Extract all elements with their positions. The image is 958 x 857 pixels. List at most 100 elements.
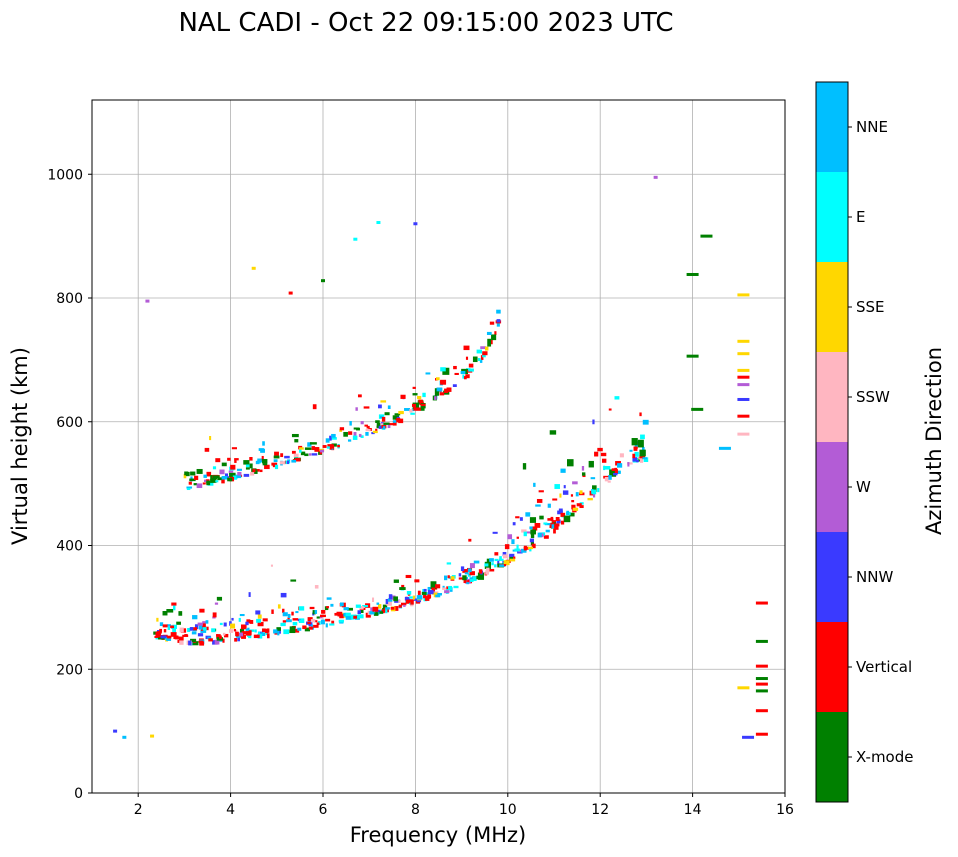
echo-point (401, 602, 407, 606)
echo-point (436, 387, 443, 392)
echo-point (214, 639, 220, 645)
echo-point (166, 609, 174, 613)
echo-point (259, 469, 263, 473)
echo-point (520, 548, 527, 553)
echo-point (255, 610, 261, 615)
echo-point (570, 494, 574, 497)
echo-point (382, 604, 388, 609)
echo-point (314, 610, 318, 614)
echo-point (533, 482, 536, 487)
echo-point (534, 522, 541, 528)
echo-point (604, 466, 611, 470)
echo-point (539, 515, 544, 520)
echo-point (394, 606, 399, 611)
echo-point (472, 576, 477, 582)
echo-point (262, 618, 268, 622)
echo-point (293, 453, 299, 458)
echo-point (516, 544, 519, 550)
echo-point (339, 429, 343, 432)
echo-point (411, 403, 417, 407)
echo-point (351, 617, 354, 620)
echo-point (325, 618, 331, 622)
echo-point (410, 412, 415, 415)
echo-point (343, 612, 346, 617)
echo-point (172, 624, 177, 629)
echo-point (345, 616, 352, 620)
echo-point (639, 455, 646, 459)
echo-point (260, 632, 266, 636)
echo-point (239, 614, 245, 617)
echo-point (200, 623, 206, 628)
echo-point (358, 433, 362, 437)
colorbar-label: W (856, 478, 871, 496)
echo-point (556, 519, 561, 524)
echo-point (737, 432, 750, 436)
echo-point (173, 605, 176, 611)
echo-point (271, 462, 278, 466)
echo-point (355, 604, 361, 608)
echo-point (307, 622, 312, 625)
echo-point (425, 596, 430, 601)
echo-point (216, 596, 223, 601)
echo-point (234, 458, 239, 461)
echo-point (340, 602, 344, 607)
echo-point (207, 481, 214, 486)
echo-point (265, 632, 269, 636)
echo-point (627, 462, 630, 467)
echo-point (446, 586, 449, 591)
echo-point (442, 587, 447, 590)
echo-point (206, 480, 211, 486)
echo-point (566, 510, 570, 515)
echo-point (194, 475, 199, 480)
x-tick-label: 6 (319, 802, 328, 818)
echo-point (257, 458, 264, 463)
echo-point (203, 474, 207, 478)
echo-point (264, 464, 270, 470)
echo-point (611, 468, 618, 471)
echo-point (562, 490, 569, 495)
echo-point (469, 571, 475, 576)
echo-point (502, 551, 507, 557)
y-tick-label: 0 (74, 786, 83, 802)
echo-point (737, 397, 750, 401)
echo-point (460, 371, 466, 374)
colorbar-label: Vertical (856, 658, 912, 676)
echo-point (182, 634, 189, 637)
echo-point (555, 517, 560, 521)
echo-point (413, 406, 416, 411)
echo-point (386, 601, 392, 606)
echo-point (193, 483, 198, 486)
y-tick-label: 200 (56, 662, 83, 678)
echo-point (205, 620, 209, 624)
echo-point (559, 493, 562, 498)
echo-point (637, 439, 644, 448)
echo-point (289, 626, 296, 631)
echo-point (632, 457, 638, 462)
echo-point (159, 622, 164, 627)
echo-point (229, 472, 236, 478)
echo-point (159, 628, 163, 632)
echo-point (359, 605, 364, 610)
colorbar-segment (816, 442, 848, 532)
echo-point (196, 483, 203, 489)
echo-point (318, 616, 323, 619)
echo-point (222, 632, 226, 636)
echo-point (353, 432, 357, 436)
echo-point (436, 377, 440, 381)
echo-point (496, 319, 501, 323)
echo-point (686, 354, 699, 358)
echo-point (575, 492, 579, 497)
echo-point (343, 607, 349, 611)
echo-point (308, 453, 312, 456)
echo-point (212, 616, 216, 619)
echo-point (273, 459, 278, 463)
echo-point (392, 420, 397, 426)
echo-point (385, 608, 388, 614)
echo-point (499, 556, 502, 560)
echo-point (162, 624, 168, 628)
echo-point (310, 624, 314, 627)
echo-point (199, 641, 205, 646)
echo-point (207, 636, 212, 640)
echo-point (280, 453, 284, 458)
echo-point (219, 622, 223, 626)
